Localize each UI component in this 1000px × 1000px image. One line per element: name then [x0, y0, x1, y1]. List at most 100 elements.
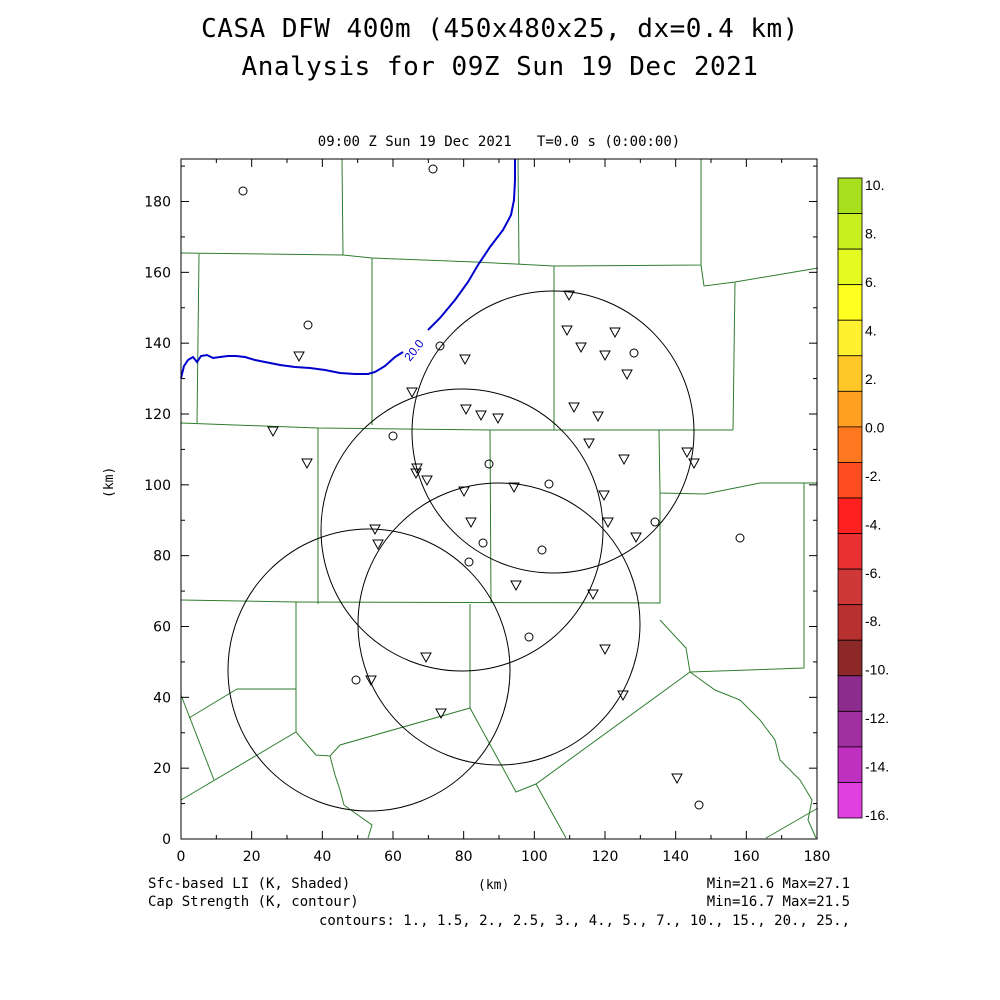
footer-cap-label: Cap Strength (K, contour) [148, 894, 359, 910]
station-triangle-marker [609, 327, 621, 339]
colorbar-label: 0.0 [865, 419, 885, 435]
station-circle-marker [735, 533, 745, 543]
station-triangle-marker [599, 350, 611, 362]
x-tick-label: 80 [455, 849, 473, 865]
radar-ring-southwest [227, 528, 511, 812]
colorbar-label: -16. [865, 807, 889, 823]
colorbar-label: 10. [865, 177, 884, 193]
y-tick-label: 100 [144, 478, 171, 494]
station-circle-marker [238, 186, 248, 196]
colorbar-label: -4. [865, 516, 881, 532]
station-triangle-marker [671, 773, 683, 785]
footer-li-minmax: Min=21.6 Max=27.1 [706, 876, 850, 892]
station-triangle-marker [458, 486, 470, 498]
station-triangle-marker [587, 589, 599, 601]
station-triangle-marker [602, 517, 614, 529]
station-triangle-marker [508, 482, 520, 494]
station-triangle-marker [365, 675, 377, 687]
colorbar-label: -2. [865, 468, 881, 484]
station-triangle-marker [465, 517, 477, 529]
y-tick-label: 120 [144, 407, 171, 423]
y-axis-label: (km) [102, 466, 117, 498]
station-circle-marker [478, 538, 488, 548]
y-tick-label: 0 [162, 832, 171, 848]
footer-li-label: Sfc-based LI (K, Shaded) [148, 876, 351, 892]
colorbar-label: -10. [865, 662, 889, 678]
station-triangle-marker [369, 524, 381, 536]
station-triangle-marker [301, 458, 313, 470]
x-tick-label: 40 [313, 849, 331, 865]
x-tick-label: 160 [733, 849, 760, 865]
x-tick-label: 20 [243, 849, 261, 865]
x-axis-label: (km) [478, 878, 510, 893]
radar-ring-north [411, 290, 695, 574]
colorbar-swatch [837, 390, 863, 428]
cap-strength-contour-20b [427, 159, 516, 331]
colorbar: 10. 8. 6. 4. 2. 0.0 -2. -4. -6. -8. -10. -12. -14. -1… [837, 177, 889, 823]
colorbar-label: -12. [865, 710, 889, 726]
y-tick-label: 20 [153, 761, 171, 777]
colorbar-label: 6. [865, 274, 877, 290]
y-tick-label: 40 [153, 690, 171, 706]
station-triangle-marker [460, 404, 472, 416]
colorbar-label: 8. [865, 225, 877, 241]
radar-ring-southeast [357, 482, 641, 766]
colorbar-swatch [837, 497, 863, 534]
colorbar-swatch [837, 746, 863, 783]
station-circle-marker [537, 545, 547, 555]
title-line-1: CASA DFW 400m (450x480x25, dx=0.4 km) [201, 14, 799, 44]
station-triangle-marker [599, 644, 611, 656]
station-triangle-marker [583, 438, 595, 450]
colorbar-swatch [837, 782, 863, 819]
y-tick-label: 160 [144, 265, 171, 281]
station-circle-marker [629, 348, 639, 358]
cap-strength-contour-20 [180, 351, 404, 379]
colorbar-swatch [837, 213, 863, 250]
colorbar-swatch [837, 604, 863, 641]
county-boundaries [180, 158, 819, 839]
station-triangle-marker [621, 369, 633, 381]
plot-frame [180, 158, 818, 840]
colorbar-swatch [837, 710, 863, 748]
colorbar-label: 2. [865, 371, 877, 387]
colorbar-swatch [837, 177, 863, 214]
x-tick-label: 180 [804, 849, 831, 865]
colorbar-swatch [837, 568, 863, 606]
station-circle-marker [351, 675, 361, 685]
station-triangle-marker [575, 342, 587, 354]
station-triangle-marker [563, 290, 575, 302]
station-circle-marker [435, 341, 445, 351]
station-markers [238, 164, 745, 810]
y-tick-label: 80 [153, 549, 171, 565]
station-triangle-marker [510, 580, 522, 592]
y-tick-label: 60 [153, 620, 171, 636]
colorbar-label: 4. [865, 322, 877, 338]
station-triangle-marker [421, 475, 433, 487]
y-tick-label: 180 [144, 195, 171, 211]
colorbar-swatch [837, 639, 863, 677]
station-circle-marker [524, 632, 534, 642]
x-tick-label: 60 [384, 849, 402, 865]
footer-contour-levels: contours: 1., 1.5, 2., 2.5, 3., 4., 5., … [318, 913, 850, 929]
x-tick-label: 120 [592, 849, 619, 865]
station-triangle-marker [598, 490, 610, 502]
station-triangle-marker [688, 458, 700, 470]
y-tick-label: 140 [144, 336, 171, 352]
station-triangle-marker [618, 454, 630, 466]
station-triangle-marker [630, 532, 642, 544]
colorbar-swatch [837, 675, 863, 712]
station-circle-marker [694, 800, 704, 810]
station-triangle-marker [492, 413, 504, 425]
colorbar-label: -14. [865, 759, 889, 775]
station-circle-marker [650, 517, 660, 527]
station-triangle-marker [681, 447, 693, 459]
station-triangle-marker [617, 690, 629, 702]
station-circle-marker [484, 459, 494, 469]
colorbar-swatch [837, 248, 863, 286]
station-triangle-marker [459, 354, 471, 366]
station-circle-marker [544, 479, 554, 489]
station-triangle-marker [561, 325, 573, 337]
station-circle-marker [464, 557, 474, 567]
station-triangle-marker [475, 410, 487, 422]
station-triangle-marker [435, 708, 447, 720]
